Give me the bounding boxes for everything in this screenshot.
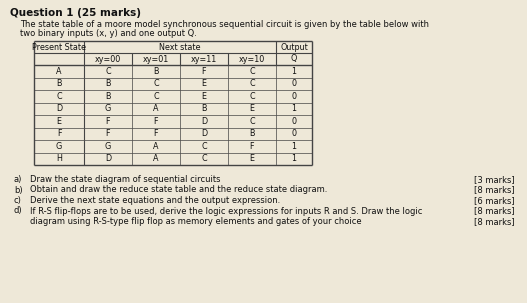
Text: c): c) xyxy=(14,196,22,205)
Text: 1: 1 xyxy=(291,142,297,151)
Text: C: C xyxy=(56,92,62,101)
Text: 0: 0 xyxy=(291,129,297,138)
Text: 0: 0 xyxy=(291,117,297,126)
Text: B: B xyxy=(105,92,111,101)
Text: C: C xyxy=(249,67,255,76)
Text: A: A xyxy=(153,154,159,163)
Text: F: F xyxy=(154,129,158,138)
Text: E: E xyxy=(56,117,62,126)
Text: G: G xyxy=(105,142,111,151)
Text: The state table of a moore model synchronous sequential circuit is given by the : The state table of a moore model synchro… xyxy=(20,20,429,29)
Text: F: F xyxy=(106,129,110,138)
Text: If R-S flip-flops are to be used, derive the logic expressions for inputs R and : If R-S flip-flops are to be used, derive… xyxy=(30,207,422,215)
Text: Derive the next state equations and the output expression.: Derive the next state equations and the … xyxy=(30,196,280,205)
Text: A: A xyxy=(153,142,159,151)
Text: E: E xyxy=(249,104,255,113)
Text: Next state: Next state xyxy=(159,42,201,52)
Text: 0: 0 xyxy=(291,92,297,101)
Text: F: F xyxy=(57,129,61,138)
Text: C: C xyxy=(105,67,111,76)
Text: Present State: Present State xyxy=(32,42,86,52)
Text: A: A xyxy=(153,104,159,113)
Text: C: C xyxy=(201,154,207,163)
Text: B: B xyxy=(105,79,111,88)
Text: C: C xyxy=(249,79,255,88)
Text: E: E xyxy=(201,79,207,88)
Text: 1: 1 xyxy=(291,104,297,113)
Text: B: B xyxy=(56,79,62,88)
Text: D: D xyxy=(201,129,207,138)
Text: G: G xyxy=(56,142,62,151)
Text: b): b) xyxy=(14,185,23,195)
Text: D: D xyxy=(105,154,111,163)
Text: Question 1 (25 marks): Question 1 (25 marks) xyxy=(10,8,141,18)
Text: Q: Q xyxy=(291,55,297,64)
Text: 1: 1 xyxy=(291,154,297,163)
Text: C: C xyxy=(153,92,159,101)
Text: Output: Output xyxy=(280,42,308,52)
Text: [8 marks]: [8 marks] xyxy=(474,185,515,195)
Text: [3 marks]: [3 marks] xyxy=(474,175,515,184)
Text: G: G xyxy=(105,104,111,113)
Text: C: C xyxy=(249,92,255,101)
Text: Draw the state diagram of sequential circuits: Draw the state diagram of sequential cir… xyxy=(30,175,220,184)
Text: F: F xyxy=(250,142,254,151)
Text: F: F xyxy=(154,117,158,126)
Text: [6 marks]: [6 marks] xyxy=(474,196,515,205)
Text: B: B xyxy=(249,129,255,138)
Text: [8 marks]: [8 marks] xyxy=(474,207,515,215)
Text: D: D xyxy=(56,104,62,113)
Text: Obtain and draw the reduce state table and the reduce state diagram.: Obtain and draw the reduce state table a… xyxy=(30,185,327,195)
Text: xy=01: xy=01 xyxy=(143,55,169,64)
Text: F: F xyxy=(202,67,206,76)
Text: F: F xyxy=(106,117,110,126)
Text: xy=11: xy=11 xyxy=(191,55,217,64)
Text: two binary inputs (x, y) and one output Q.: two binary inputs (x, y) and one output … xyxy=(20,29,197,38)
Text: C: C xyxy=(201,142,207,151)
Text: d): d) xyxy=(14,207,23,215)
Text: 0: 0 xyxy=(291,79,297,88)
Text: A: A xyxy=(56,67,62,76)
Text: H: H xyxy=(56,154,62,163)
Text: 1: 1 xyxy=(291,67,297,76)
Text: B: B xyxy=(201,104,207,113)
Text: xy=10: xy=10 xyxy=(239,55,265,64)
Text: E: E xyxy=(249,154,255,163)
Text: D: D xyxy=(201,117,207,126)
Text: a): a) xyxy=(14,175,22,184)
Text: E: E xyxy=(201,92,207,101)
Text: diagram using R-S-type flip flop as memory elements and gates of your choice: diagram using R-S-type flip flop as memo… xyxy=(30,217,362,226)
Text: C: C xyxy=(249,117,255,126)
Text: [8 marks]: [8 marks] xyxy=(474,217,515,226)
Text: C: C xyxy=(153,79,159,88)
Text: B: B xyxy=(153,67,159,76)
Text: xy=00: xy=00 xyxy=(95,55,121,64)
